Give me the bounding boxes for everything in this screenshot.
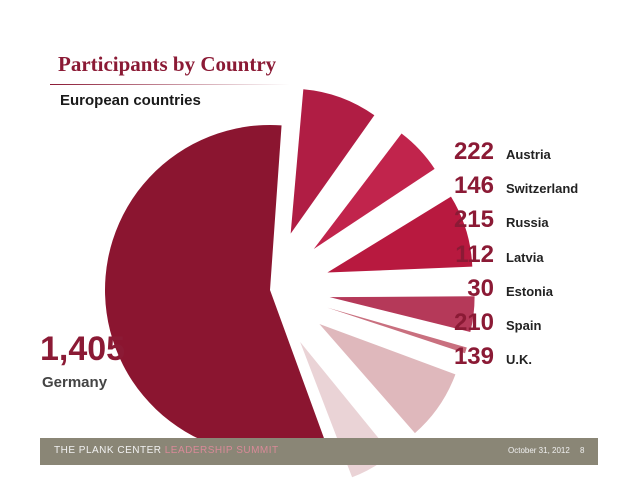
page-number: 8 (580, 446, 585, 455)
pie-slice-russia (327, 196, 473, 273)
uk-country-label: U.K. (506, 352, 532, 367)
slide-title: Participants by Country (58, 52, 277, 76)
pie-slice-switzerland (313, 133, 435, 249)
switzerland-value-label: 146 (453, 172, 494, 199)
footer-organization: THE PLANK CENTER LEADERSHIP SUMMIT (54, 445, 279, 456)
estonia-country-label: Estonia (506, 284, 553, 299)
title-divider (50, 84, 290, 85)
spain-value-label: 210 (453, 309, 494, 336)
footer-bar: THE PLANK CENTER LEADERSHIP SUMMIT Octob… (40, 438, 598, 465)
switzerland-country-label: Switzerland (506, 181, 579, 196)
austria-country-label: Austria (506, 147, 551, 162)
uk-value-label: 139 (453, 343, 494, 370)
germany-country-label: Germany (42, 374, 108, 391)
pie-slice-estonia (327, 307, 467, 354)
russia-value-label: 215 (453, 206, 494, 233)
footer-date: October 31, 2012 (508, 446, 570, 455)
latvia-value-label: 112 (455, 241, 494, 268)
slide-subtitle: European countries (60, 92, 201, 109)
org-event: LEADERSHIP SUMMIT (164, 445, 279, 456)
estonia-value-label: 30 (467, 275, 494, 302)
austria-value-label: 222 (453, 138, 494, 165)
pie-slice-latvia (329, 296, 475, 333)
spain-country-label: Spain (506, 318, 542, 333)
germany-value-label: 1,405 (40, 330, 126, 368)
pie-slice-spain (319, 324, 456, 434)
pie-slice-austria (290, 89, 375, 234)
pie-slice-germany (104, 125, 327, 455)
org-name: THE PLANK CENTER (54, 445, 162, 456)
latvia-country-label: Latvia (506, 250, 544, 265)
russia-country-label: Russia (506, 215, 549, 230)
